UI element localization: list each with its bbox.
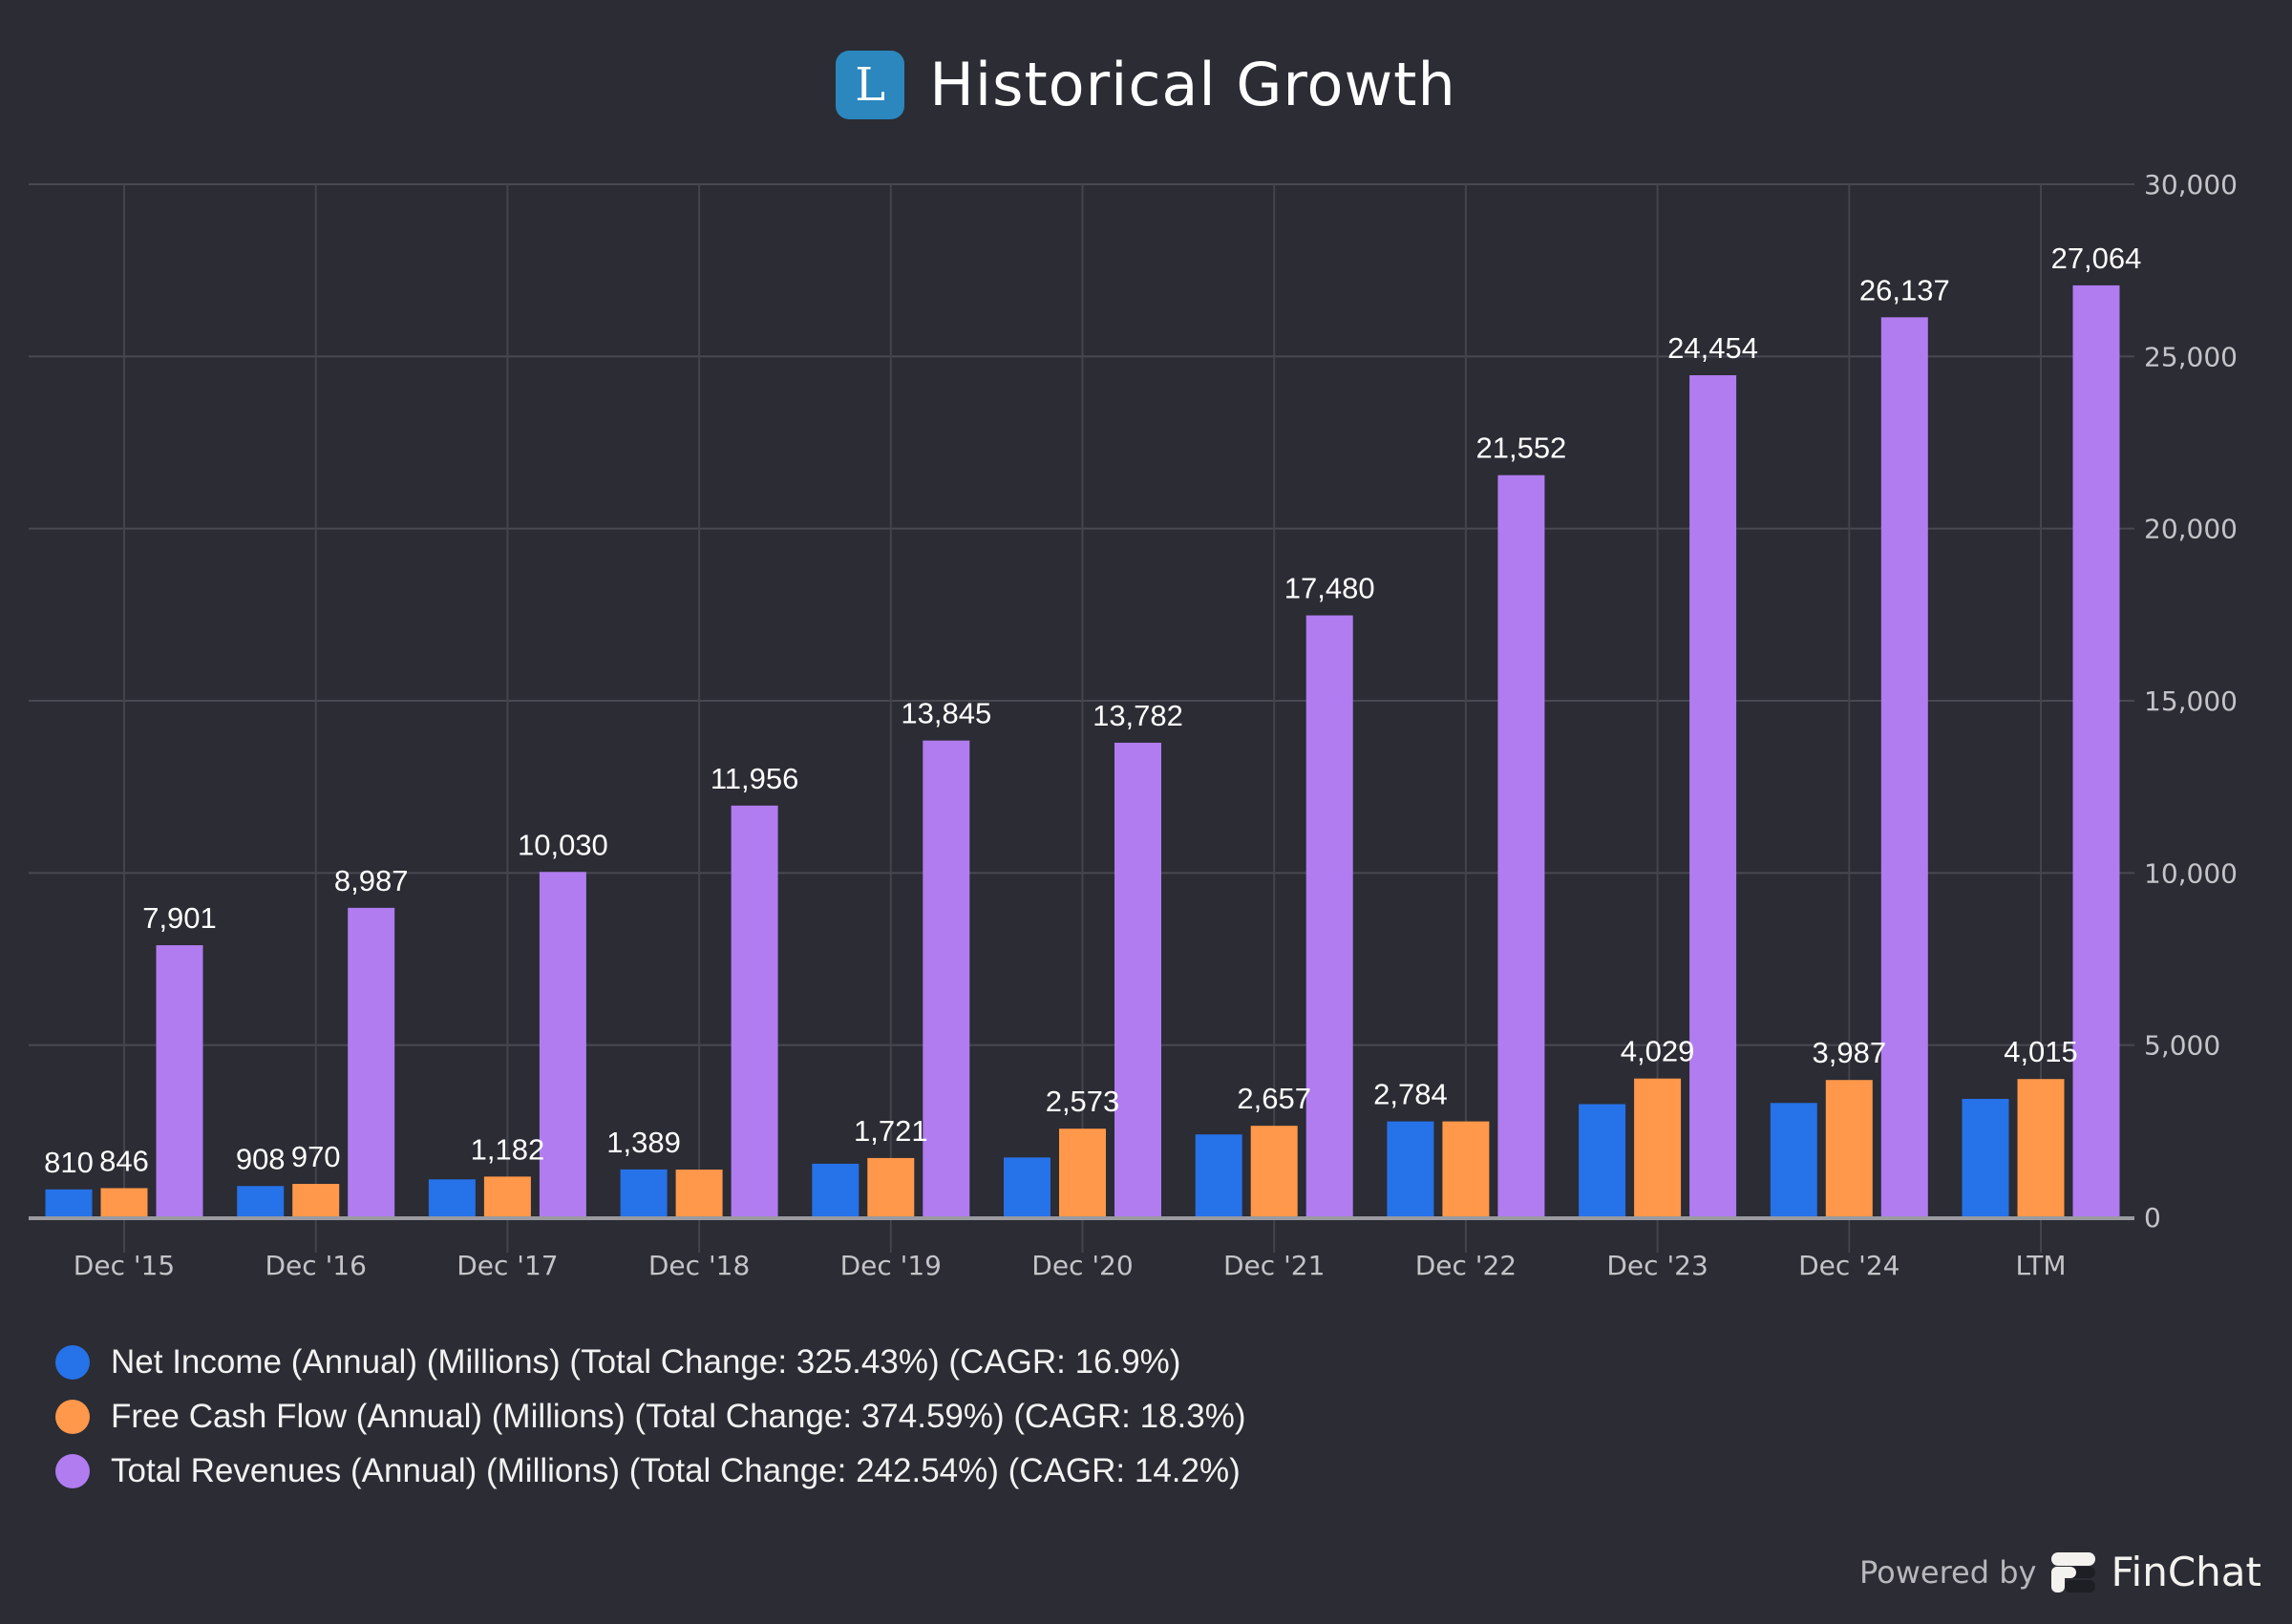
bar-total-revenues (156, 945, 203, 1217)
data-label: 7,901 (142, 901, 217, 935)
legend-item-total-revenues[interactable]: Total Revenues (Annual) (Millions) (Tota… (55, 1444, 1246, 1498)
legend-dot-icon (55, 1453, 90, 1488)
y-tick-label: 25,000 (2144, 341, 2238, 372)
data-label: 21,552 (1475, 432, 1566, 465)
data-label: 27,064 (2051, 242, 2142, 275)
data-label: 3,987 (1813, 1036, 1887, 1069)
legend-label: Total Revenues (Annual) (Millions) (Tota… (111, 1451, 1241, 1489)
x-tick-label: Dec '18 (648, 1250, 750, 1281)
bar-net-income (45, 1189, 93, 1217)
x-tick-label: Dec '16 (265, 1250, 366, 1281)
bar-net-income (812, 1163, 860, 1217)
y-tick-label: 5,000 (2144, 1030, 2220, 1062)
title-text: Historical Growth (929, 50, 1456, 119)
bar-total-revenues (1880, 317, 1928, 1217)
legend-label: Net Income (Annual) (Millions) (Total Ch… (111, 1342, 1181, 1381)
bar-net-income (1962, 1098, 2009, 1217)
bar-free-cash-flow (1634, 1078, 1682, 1217)
legend-dot-icon (55, 1399, 90, 1434)
bar-total-revenues (539, 872, 586, 1217)
data-label: 1,721 (854, 1114, 928, 1148)
bar-total-revenues (1497, 475, 1545, 1218)
bar-net-income (428, 1179, 476, 1217)
data-label: 2,657 (1237, 1082, 1311, 1115)
x-tick-label: Dec '22 (1415, 1250, 1517, 1281)
data-label: 4,029 (1621, 1035, 1695, 1068)
x-tick-label: LTM (2015, 1250, 2066, 1281)
data-label: 24,454 (1667, 331, 1758, 365)
bar-net-income (1195, 1134, 1242, 1217)
bar-free-cash-flow (292, 1184, 340, 1217)
x-tick-label: Dec '21 (1223, 1250, 1325, 1281)
data-label: 4,015 (2004, 1035, 2078, 1068)
powered-by[interactable]: Powered by FinChat (1859, 1549, 2261, 1595)
x-tick-label: Dec '23 (1606, 1250, 1708, 1281)
data-label: 10,030 (518, 828, 608, 861)
data-label: 846 (99, 1144, 149, 1177)
y-tick-label: 15,000 (2144, 685, 2238, 717)
legend-item-free-cash-flow[interactable]: Free Cash Flow (Annual) (Millions) (Tota… (55, 1389, 1246, 1444)
y-tick-label: 20,000 (2144, 514, 2238, 545)
y-tick-label: 0 (2144, 1202, 2161, 1234)
bar-total-revenues (1305, 615, 1353, 1217)
data-label: 970 (291, 1140, 341, 1173)
bar-total-revenues (1689, 375, 1737, 1217)
data-label: 1,389 (606, 1126, 681, 1159)
bar-net-income (620, 1169, 668, 1217)
chart-title: L Historical Growth (0, 50, 2292, 119)
bar-total-revenues (2072, 285, 2120, 1217)
data-label: 11,956 (711, 762, 799, 795)
bar-free-cash-flow (2017, 1079, 2065, 1217)
bar-total-revenues (348, 907, 395, 1217)
data-label: 2,573 (1046, 1085, 1120, 1118)
x-tick-label: Dec '20 (1031, 1250, 1133, 1281)
bar-free-cash-flow (1442, 1121, 1490, 1217)
legend: Net Income (Annual) (Millions) (Total Ch… (55, 1335, 1246, 1498)
x-tick-label: Dec '24 (1798, 1250, 1899, 1281)
data-label: 810 (44, 1146, 94, 1179)
data-label: 2,784 (1373, 1078, 1448, 1111)
data-label: 13,782 (1093, 699, 1183, 732)
finchat-logo-icon (2051, 1550, 2096, 1594)
bar-net-income (1004, 1157, 1050, 1217)
x-tick-label: Dec '15 (74, 1250, 175, 1281)
data-label: 17,480 (1284, 572, 1375, 605)
data-label: 13,845 (901, 697, 991, 730)
data-label: 908 (236, 1142, 286, 1175)
data-label: 26,137 (1859, 273, 1950, 306)
bar-net-income (1770, 1103, 1817, 1217)
finchat-brand: FinChat (2111, 1549, 2261, 1595)
bar-total-revenues (731, 805, 778, 1217)
legend-dot-icon (55, 1344, 90, 1380)
x-tick-label: Dec '19 (840, 1250, 942, 1281)
bar-net-income (1387, 1121, 1434, 1217)
powered-by-label: Powered by (1858, 1553, 2037, 1591)
bar-free-cash-flow (1825, 1080, 1873, 1217)
bar-net-income (237, 1186, 285, 1217)
company-logo: L (836, 50, 905, 119)
bar-total-revenues (923, 740, 970, 1217)
bar-free-cash-flow (100, 1188, 148, 1217)
bar-free-cash-flow (867, 1157, 915, 1217)
bar-total-revenues (1114, 742, 1161, 1217)
data-label: 8,987 (334, 864, 409, 897)
bar-free-cash-flow (1059, 1128, 1106, 1217)
legend-item-net-income[interactable]: Net Income (Annual) (Millions) (Total Ch… (55, 1335, 1246, 1389)
legend-label: Free Cash Flow (Annual) (Millions) (Tota… (111, 1397, 1246, 1435)
x-tick-label: Dec '17 (456, 1250, 558, 1281)
y-tick-label: 30,000 (2144, 169, 2238, 200)
y-tick-label: 10,000 (2144, 857, 2238, 889)
bar-free-cash-flow (483, 1176, 531, 1217)
bar-free-cash-flow (1250, 1126, 1298, 1217)
bar-free-cash-flow (675, 1170, 723, 1217)
data-label: 1,182 (471, 1132, 545, 1166)
bar-net-income (1579, 1104, 1626, 1217)
